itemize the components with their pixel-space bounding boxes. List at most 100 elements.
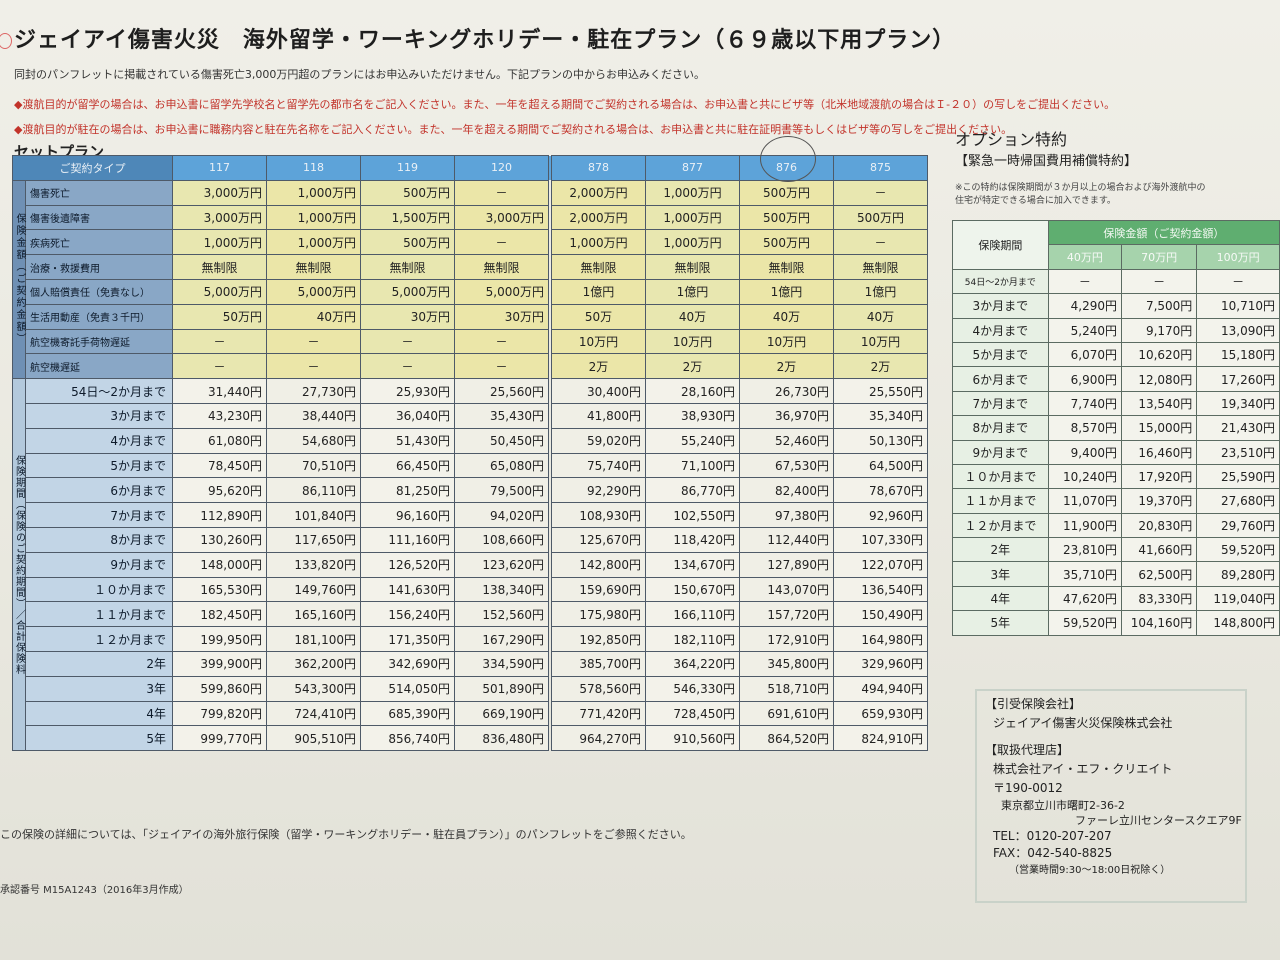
premium-value: 86,110円 [266, 477, 361, 504]
option-value: 11,070円 [1047, 488, 1123, 514]
premium-value: 156,240円 [360, 601, 455, 628]
coverage-value: 無制限 [454, 254, 549, 280]
premium-value: 836,480円 [454, 725, 549, 752]
premium-row: 4か月まで 61,080円 54,680円 51,430円 50,450円 59,020円… [13, 427, 928, 454]
coverage-value: 無制限 [833, 254, 928, 280]
option-period: 6か月まで [952, 366, 1049, 392]
coverage-value: 40万 [645, 303, 740, 330]
period-label: 5年 [25, 725, 173, 752]
premium-value: 691,610円 [739, 700, 834, 727]
insurer-label: 【引受保険会社】 [985, 697, 1082, 711]
premium-value: 771,420円 [551, 700, 646, 727]
coverage-row: 航空機寄託手荷物遅延－－－－ 10万円 10万円 10万円 10万円 [13, 328, 928, 355]
premium-value: 125,670円 [551, 526, 646, 553]
option-subheading: 【緊急一時帰国費用補償特約】 [955, 154, 1138, 169]
premium-value: 157,720円 [739, 601, 834, 628]
period-label: １２か月まで [25, 626, 173, 652]
coverage-value: 無制限 [645, 254, 740, 280]
plan-type-header: 118 [266, 155, 361, 181]
coverage-value: 無制限 [360, 254, 455, 280]
coverage-value: 500万円 [739, 229, 834, 256]
agent-label: 【取扱代理店】 [985, 743, 1070, 757]
option-period: １２か月まで [952, 512, 1049, 539]
option-period: １０か月まで [952, 463, 1049, 490]
option-value: 62,500円 [1120, 561, 1198, 587]
period-label: １０か月まで [25, 576, 173, 603]
coverage-value: 30万円 [454, 303, 549, 330]
option-value: 9,170円 [1120, 317, 1198, 343]
premium-value: 122,070円 [833, 551, 928, 578]
plan-type-header: 119 [360, 155, 455, 181]
premium-value: 494,940円 [833, 675, 928, 702]
premium-value: 81,250円 [360, 477, 455, 504]
premium-value: 171,350円 [360, 626, 455, 652]
premium-value: 659,930円 [833, 700, 928, 727]
premium-value: 329,960円 [833, 650, 928, 677]
coverage-value: － [454, 328, 549, 355]
premium-value: 38,930円 [645, 402, 740, 429]
period-label: 4年 [25, 700, 173, 727]
option-value: 59,520円 [1196, 537, 1280, 563]
premium-value: 134,670円 [645, 551, 740, 578]
option-value: 104,160円 [1120, 610, 1198, 636]
premium-value: 142,800円 [551, 551, 646, 578]
premium-value: 130,260円 [172, 526, 267, 553]
premium-value: 117,650円 [266, 526, 361, 553]
premium-value: 138,340円 [454, 576, 549, 603]
premium-row: 5年 999,770円 905,510円 856,740円 836,480円 964,27… [13, 725, 928, 752]
premium-value: 111,160円 [360, 526, 455, 553]
option-row: 5年 59,520円 104,160円 148,800円 [952, 610, 1280, 636]
premium-value: 728,450円 [645, 700, 740, 727]
coverage-row: 疾病死亡 1,000万円 1,000万円 500万円－ 1,000万円 1,000万円 50… [13, 229, 928, 256]
coverage-value: － [266, 353, 361, 380]
premium-value: 148,000円 [172, 551, 267, 578]
coverage-value: 10万円 [551, 328, 646, 355]
premium-value: 543,300円 [266, 675, 361, 702]
option-period: 54日～2か月まで [952, 268, 1049, 295]
premium-value: 75,740円 [551, 452, 646, 479]
address-line2: ファーレ立川センタースクエア9F [1075, 814, 1242, 827]
coverage-value: － [360, 328, 455, 355]
premium-value: 399,900円 [172, 650, 267, 677]
premium-value: 514,050円 [360, 675, 455, 702]
option-value: 12,080円 [1120, 366, 1198, 392]
premium-value: 101,840円 [266, 502, 361, 528]
premium-value: 50,130円 [833, 427, 928, 454]
premium-value: 199,950円 [172, 626, 267, 652]
premium-value: 824,910円 [833, 725, 928, 752]
premium-value: 107,330円 [833, 526, 928, 553]
premium-value: 905,510円 [266, 725, 361, 752]
option-row: １２か月まで 11,900円 20,830円 29,760円 [952, 512, 1280, 539]
premium-value: 181,100円 [266, 626, 361, 652]
coverage-value: 1,000万円 [266, 229, 361, 256]
coverage-value: 2万 [739, 353, 834, 380]
plan-type-header: 117 [172, 155, 267, 181]
premium-value: 118,420円 [645, 526, 740, 553]
premium-value: 108,660円 [454, 526, 549, 553]
option-row: 8か月まで 8,570円 15,000円 21,430円 [952, 415, 1280, 441]
premium-value: 133,820円 [266, 551, 361, 578]
premium-value: 35,430円 [454, 402, 549, 429]
premium-value: 78,450円 [172, 452, 267, 479]
coverage-value: 1億円 [739, 278, 834, 305]
option-value: 15,180円 [1196, 341, 1280, 368]
premium-value: 25,560円 [454, 378, 549, 404]
premium-value: 159,690円 [551, 576, 646, 603]
premium-value: 167,290円 [454, 626, 549, 652]
page-title: ジェイアイ傷害火災 海外留学・ワーキングホリデー・駐在プラン（６９歳以下用プラン… [14, 28, 956, 53]
coverage-value: 5,000万円 [266, 278, 361, 305]
coverage-value: 1,500万円 [360, 204, 455, 231]
option-period: １１か月まで [952, 488, 1049, 514]
coverage-value: － [360, 353, 455, 380]
premium-value: 64,500円 [833, 452, 928, 479]
option-amount: 70万円 [1120, 244, 1198, 270]
coverage-value: 40万 [833, 303, 928, 330]
coverage-value: － [833, 229, 928, 256]
option-period: 2年 [952, 537, 1049, 563]
option-period: 4年 [952, 585, 1049, 612]
premium-value: 518,710円 [739, 675, 834, 702]
premium-value: 136,540円 [833, 576, 928, 603]
premium-value: 182,450円 [172, 601, 267, 628]
premium-value: 999,770円 [172, 725, 267, 752]
